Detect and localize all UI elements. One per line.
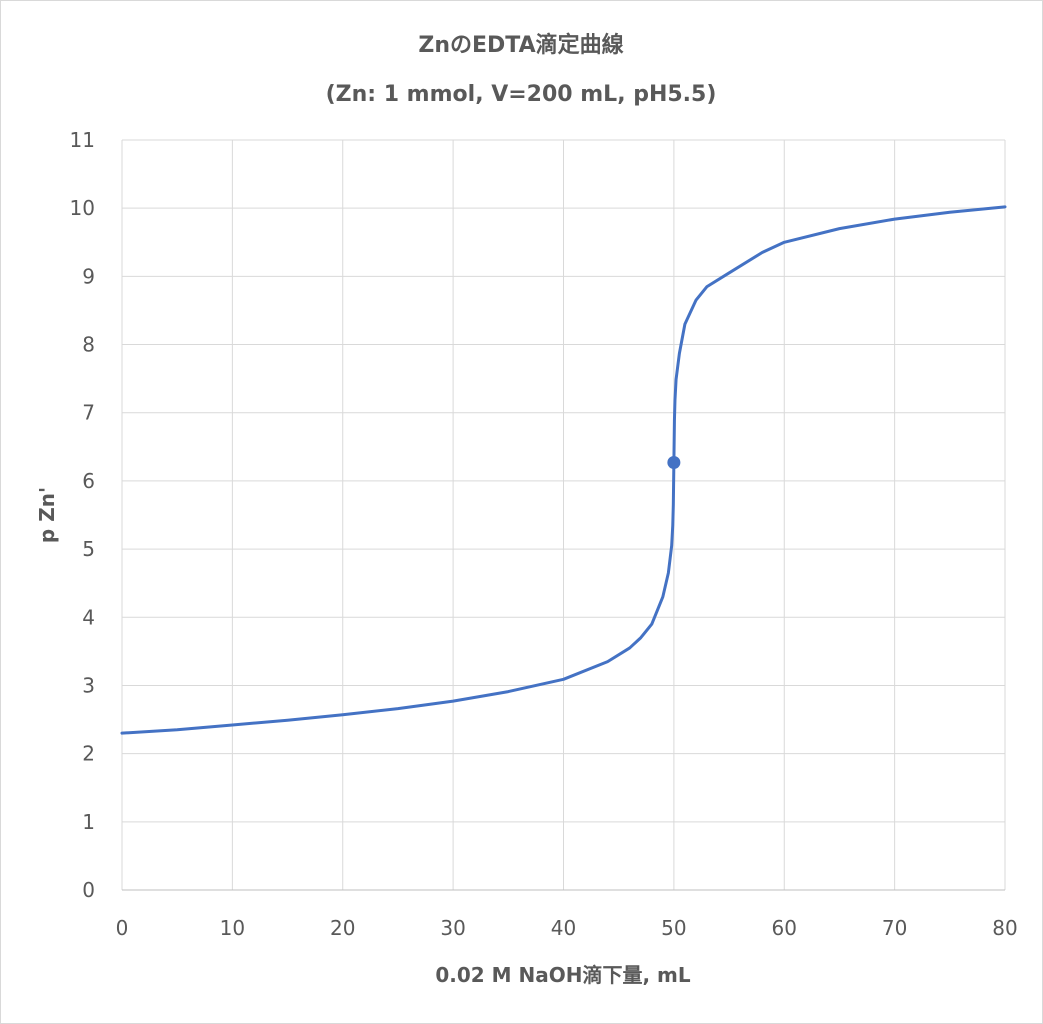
x-axis-title: 0.02 M NaOH滴下量, mL — [435, 963, 691, 987]
x-tick-label: 80 — [992, 916, 1017, 940]
y-tick-label: 6 — [82, 469, 95, 493]
y-tick-label: 2 — [82, 742, 95, 766]
chart-subtitle: (Zn: 1 mmol, V=200 mL, pH5.5) — [326, 82, 717, 107]
y-tick-label: 3 — [82, 673, 95, 697]
y-axis-title: p Zn' — [35, 487, 59, 543]
y-tick-label: 1 — [82, 810, 95, 834]
x-tick-labels: 0 10 20 30 40 50 60 70 80 — [116, 916, 1018, 940]
equivalence-point-marker — [667, 456, 681, 469]
x-tick-label: 20 — [330, 916, 355, 940]
y-tick-label: 8 — [82, 333, 95, 357]
y-tick-label: 10 — [70, 196, 95, 220]
y-tick-labels: 0 1 2 3 4 5 6 7 8 9 10 11 — [70, 128, 95, 902]
x-tick-label: 10 — [220, 916, 245, 940]
chart-title: ZnのEDTA滴定曲線 — [418, 32, 623, 58]
x-tick-label: 0 — [116, 916, 129, 940]
series-line — [120, 205, 1007, 735]
x-tick-label: 70 — [882, 916, 907, 940]
y-tick-label: 11 — [70, 128, 95, 152]
x-tick-label: 60 — [772, 916, 797, 940]
x-tick-label: 50 — [661, 916, 686, 940]
y-tick-label: 7 — [82, 401, 95, 425]
grid-lines — [121, 139, 1006, 890]
y-tick-label: 4 — [82, 605, 95, 629]
y-tick-label: 5 — [82, 537, 95, 561]
y-tick-label: 9 — [82, 264, 95, 288]
x-tick-label: 30 — [440, 916, 465, 940]
y-tick-label: 0 — [82, 878, 95, 902]
x-tick-label: 40 — [551, 916, 576, 940]
